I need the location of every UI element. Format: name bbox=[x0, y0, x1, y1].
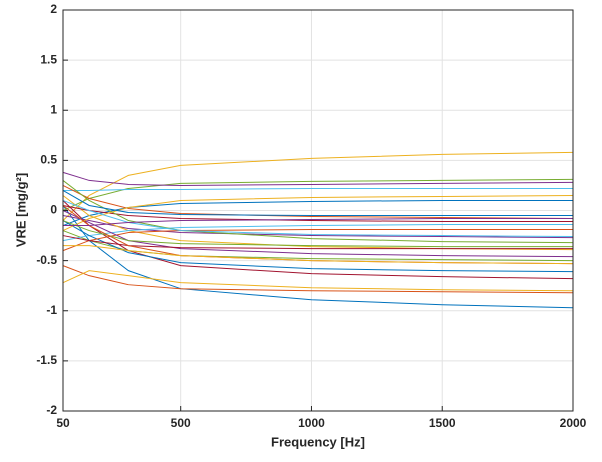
series-line bbox=[62, 194, 574, 232]
x-tick-label: 1500 bbox=[429, 416, 456, 430]
series-line bbox=[62, 270, 574, 292]
series-line bbox=[63, 245, 574, 265]
series-line bbox=[62, 215, 574, 239]
series-line bbox=[62, 190, 573, 217]
series-line bbox=[62, 210, 574, 258]
series-line bbox=[62, 184, 574, 220]
series-line bbox=[63, 218, 573, 227]
y-tick-label: -1.5 bbox=[36, 353, 57, 367]
axes-frame bbox=[62, 9, 574, 412]
x-tick-label: 2000 bbox=[560, 416, 587, 430]
y-tick-label: -0.5 bbox=[36, 253, 57, 267]
y-tick-label: 0 bbox=[50, 203, 57, 217]
y-tick-label: 1.5 bbox=[40, 52, 57, 66]
series-line bbox=[62, 151, 574, 221]
grid bbox=[62, 9, 574, 412]
y-axis-label: VRE [mg/g²] bbox=[13, 173, 28, 247]
series-line bbox=[62, 220, 574, 273]
x-axis-label: Frequency [Hz] bbox=[271, 434, 365, 449]
x-tick-label: 50 bbox=[56, 416, 70, 430]
series-line bbox=[62, 265, 574, 294]
plot-area: -2 -1.5 -1 -0.5 0 0.5 1 1.5 2 50 500 1000 1500 2000 bbox=[36, 2, 586, 430]
x-tick-label: 500 bbox=[171, 416, 191, 430]
y-tick-label: -2 bbox=[46, 403, 57, 417]
y-tick-label: 1 bbox=[50, 102, 57, 116]
series-line bbox=[62, 235, 573, 250]
y-tick-label: 2 bbox=[50, 2, 57, 16]
lines bbox=[62, 151, 574, 309]
series-line bbox=[62, 200, 574, 280]
y-tick-label: -1 bbox=[46, 303, 57, 317]
series-line bbox=[62, 220, 573, 248]
y-tick-label: 0.5 bbox=[40, 153, 57, 167]
series-line bbox=[62, 200, 574, 238]
x-tick-label: 1000 bbox=[298, 416, 325, 430]
series-line bbox=[62, 171, 574, 186]
series-line bbox=[63, 187, 573, 191]
